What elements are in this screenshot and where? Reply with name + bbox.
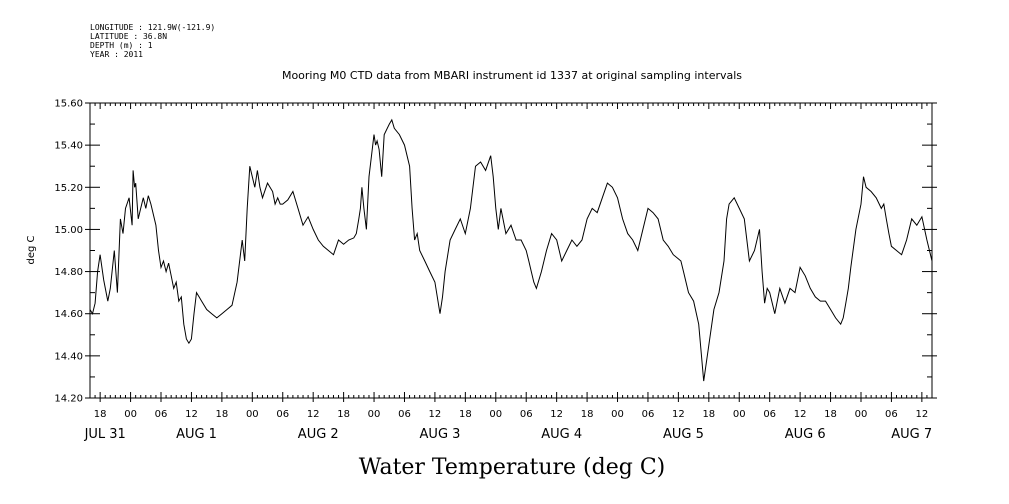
- x-tick-label: 06: [642, 409, 655, 420]
- x-tick-label: 18: [337, 409, 350, 420]
- x-tick-label: 12: [307, 409, 320, 420]
- date-labels: JUL 31 AUG 1 AUG 2 AUG 3 AUG 4 AUG 5 AUG 6 AUG …: [84, 427, 933, 442]
- y-tick-label: 15.40: [54, 141, 83, 152]
- x-tick-label: 18: [702, 409, 715, 420]
- y-tick-label: 15.00: [54, 225, 83, 236]
- latitude-label: LATITUDE : 36.8N: [90, 32, 167, 41]
- x-tick-label: 12: [794, 409, 807, 420]
- plot-frame: [89, 102, 933, 399]
- x-tick-label: 18: [216, 409, 229, 420]
- x-tick-label: 18: [581, 409, 594, 420]
- x-tick-label: 12: [185, 409, 198, 420]
- y-tick-label: 15.60: [54, 99, 83, 110]
- date-label: AUG 5: [663, 427, 704, 442]
- x-tick-label: 06: [763, 409, 776, 420]
- x-tick-label: 00: [489, 409, 502, 420]
- y-tick-label: 14.60: [54, 309, 83, 320]
- longitude-label: LONGITUDE : 121.9W(-121.9): [90, 23, 215, 32]
- y-tick-label: 14.80: [54, 267, 83, 278]
- x-tick-label: 12: [672, 409, 685, 420]
- date-label: AUG 2: [298, 427, 339, 442]
- x-tick-label: 18: [459, 409, 472, 420]
- date-label: AUG 7: [891, 427, 932, 442]
- x-axis: 18 00 06 12 18 00 06 12 18 00 06 12 18 00 06 12 18 00 06 12…: [89, 103, 933, 420]
- date-label: AUG 3: [420, 427, 461, 442]
- x-tick-label: 00: [733, 409, 746, 420]
- y-tick-label: 14.40: [54, 351, 83, 362]
- x-axis-title: Water Temperature (deg C): [359, 455, 666, 480]
- x-tick-label: 06: [520, 409, 533, 420]
- x-tick-label: 00: [855, 409, 868, 420]
- x-tick-label: 00: [124, 409, 137, 420]
- metadata-block: LONGITUDE : 121.9W(-121.9) LATITUDE : 36…: [90, 23, 215, 59]
- x-tick-label: 06: [276, 409, 289, 420]
- depth-label: DEPTH (m) : 1: [90, 41, 153, 50]
- date-label: JUL 31: [84, 427, 126, 442]
- y-axis-label: deg C: [26, 235, 37, 264]
- date-label: AUG 1: [176, 427, 217, 442]
- x-tick-label: 12: [915, 409, 928, 420]
- x-tick-label: 00: [246, 409, 259, 420]
- x-tick-label: 00: [368, 409, 381, 420]
- year-label: YEAR : 2011: [90, 50, 143, 59]
- x-tick-label: 12: [429, 409, 442, 420]
- date-label: AUG 6: [785, 427, 826, 442]
- chart-title: Mooring M0 CTD data from MBARI instrumen…: [282, 69, 742, 82]
- x-tick-label: 06: [398, 409, 411, 420]
- y-tick-label: 14.20: [54, 394, 83, 405]
- x-tick-label: 12: [550, 409, 563, 420]
- temperature-line: [89, 118, 933, 382]
- x-tick-label: 00: [611, 409, 624, 420]
- x-tick-label: 06: [885, 409, 898, 420]
- date-label: AUG 4: [541, 427, 582, 442]
- y-tick-label: 15.20: [54, 183, 83, 194]
- x-tick-label: 18: [94, 409, 107, 420]
- x-tick-label: 18: [824, 409, 837, 420]
- y-axis: 14.20 14.40 14.60 14.80 15.00 15.20 15.40 15.60: [54, 99, 937, 405]
- x-tick-label: 06: [155, 409, 168, 420]
